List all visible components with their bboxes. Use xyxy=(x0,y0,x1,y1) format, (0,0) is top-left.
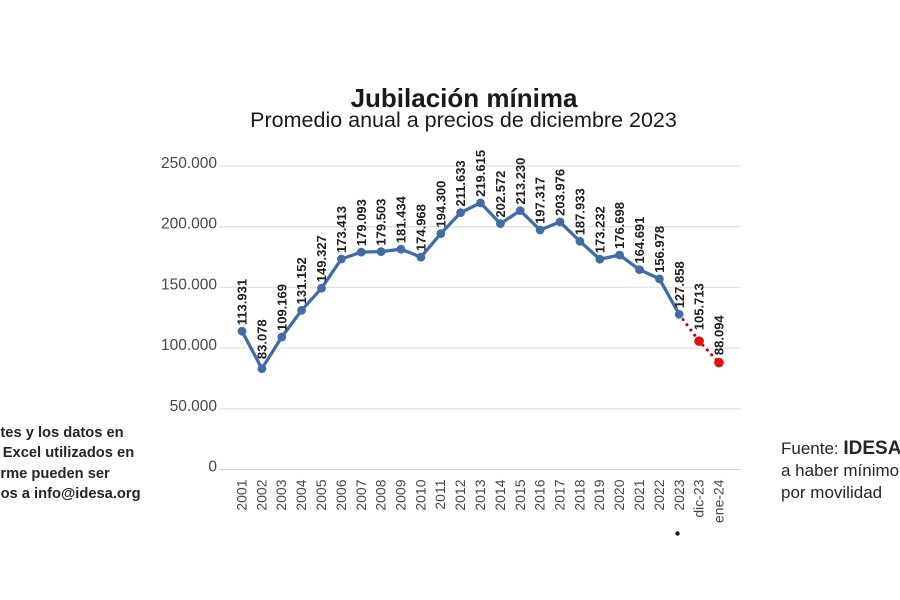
svg-text:2002: 2002 xyxy=(253,479,269,510)
svg-text:2001: 2001 xyxy=(234,479,250,510)
svg-text:2018: 2018 xyxy=(571,479,587,510)
svg-text:2016: 2016 xyxy=(532,479,548,510)
svg-text:2017: 2017 xyxy=(552,479,568,510)
svg-text:174.968: 174.968 xyxy=(414,204,429,251)
svg-text:2009: 2009 xyxy=(393,479,409,510)
svg-text:2007: 2007 xyxy=(353,479,369,510)
svg-text:2019: 2019 xyxy=(591,479,607,510)
svg-text:109.169: 109.169 xyxy=(274,284,289,331)
svg-text:2020: 2020 xyxy=(611,479,627,510)
svg-text:202.572: 202.572 xyxy=(493,171,508,218)
svg-text:197.317: 197.317 xyxy=(533,177,548,224)
svg-text:2013: 2013 xyxy=(472,479,488,510)
svg-text:213.230: 213.230 xyxy=(513,158,528,205)
svg-text:211.633: 211.633 xyxy=(453,160,468,206)
svg-text:200.000: 200.000 xyxy=(161,216,217,233)
svg-text:2015: 2015 xyxy=(512,479,528,510)
svg-text:173.232: 173.232 xyxy=(592,206,607,253)
svg-text:88.094: 88.094 xyxy=(712,315,727,356)
svg-text:2008: 2008 xyxy=(373,479,389,510)
svg-text:127.858: 127.858 xyxy=(672,261,687,308)
svg-text:131.152: 131.152 xyxy=(294,257,309,304)
svg-text:149.327: 149.327 xyxy=(314,235,329,282)
svg-text:219.615: 219.615 xyxy=(473,150,488,197)
svg-text:83.078: 83.078 xyxy=(255,319,270,359)
svg-text:2004: 2004 xyxy=(293,479,309,510)
svg-text:2023: 2023 xyxy=(671,479,687,510)
svg-text:2012: 2012 xyxy=(452,479,468,510)
svg-text:105.713: 105.713 xyxy=(692,283,707,330)
svg-text:100.000: 100.000 xyxy=(161,337,217,354)
svg-text:2021: 2021 xyxy=(631,479,647,510)
svg-text:113.931: 113.931 xyxy=(235,279,250,325)
svg-text:2014: 2014 xyxy=(492,479,508,510)
svg-text:203.976: 203.976 xyxy=(553,169,568,216)
svg-text:250.000: 250.000 xyxy=(161,155,217,172)
svg-text:2011: 2011 xyxy=(432,479,448,509)
svg-text:194.300: 194.300 xyxy=(433,181,448,228)
svg-text:181.434: 181.434 xyxy=(394,195,409,243)
svg-text:150.000: 150.000 xyxy=(161,276,217,293)
svg-text:176.698: 176.698 xyxy=(612,202,627,249)
svg-text:ene-24: ene-24 xyxy=(711,479,727,523)
svg-text:50.000: 50.000 xyxy=(170,398,218,415)
svg-text:dic-23: dic-23 xyxy=(691,479,707,517)
svg-text:164.691: 164.691 xyxy=(632,217,647,264)
svg-text:2010: 2010 xyxy=(412,479,428,510)
svg-text:2005: 2005 xyxy=(313,479,329,510)
svg-text:2003: 2003 xyxy=(273,479,289,510)
svg-text:187.933: 187.933 xyxy=(573,188,588,235)
svg-text:179.503: 179.503 xyxy=(374,199,389,246)
svg-text:0: 0 xyxy=(208,459,217,476)
svg-text:2022: 2022 xyxy=(651,479,667,510)
svg-text:2006: 2006 xyxy=(333,479,349,510)
svg-text:179.093: 179.093 xyxy=(354,199,369,246)
svg-text:156.978: 156.978 xyxy=(652,226,667,273)
svg-text:173.413: 173.413 xyxy=(334,206,349,253)
